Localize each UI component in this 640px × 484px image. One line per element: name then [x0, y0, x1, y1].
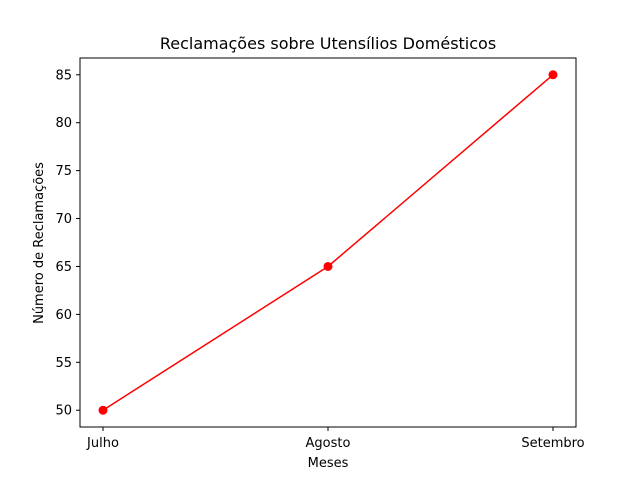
plot-area-frame: [79, 57, 577, 428]
y-tick-label: 65: [55, 260, 72, 275]
x-axis-label: Meses: [308, 456, 349, 471]
series-line: [102, 74, 554, 411]
series-layer: [98, 70, 558, 415]
y-tick-label: 50: [55, 404, 72, 419]
data-point: [98, 405, 108, 415]
axis-ticks: 50 55 60 65 70 75 80 85 Julho Agosto Setembro: [55, 68, 584, 451]
data-point: [548, 70, 558, 80]
y-tick-label: 75: [55, 164, 72, 179]
y-tick-label: 55: [55, 356, 72, 371]
y-axis-label: Número de Reclamações: [32, 162, 47, 324]
y-tick-label: 60: [55, 308, 72, 323]
y-tick-label: 80: [55, 116, 72, 131]
y-tick-label: 85: [55, 68, 72, 83]
chart-title: Reclamações sobre Utensílios Domésticos: [160, 34, 496, 53]
y-tick-label: 70: [55, 212, 72, 227]
x-tick-label: Agosto: [306, 436, 351, 451]
x-tick-label: Julho: [86, 436, 119, 451]
data-point: [323, 261, 333, 271]
x-tick-label: Setembro: [521, 436, 584, 451]
